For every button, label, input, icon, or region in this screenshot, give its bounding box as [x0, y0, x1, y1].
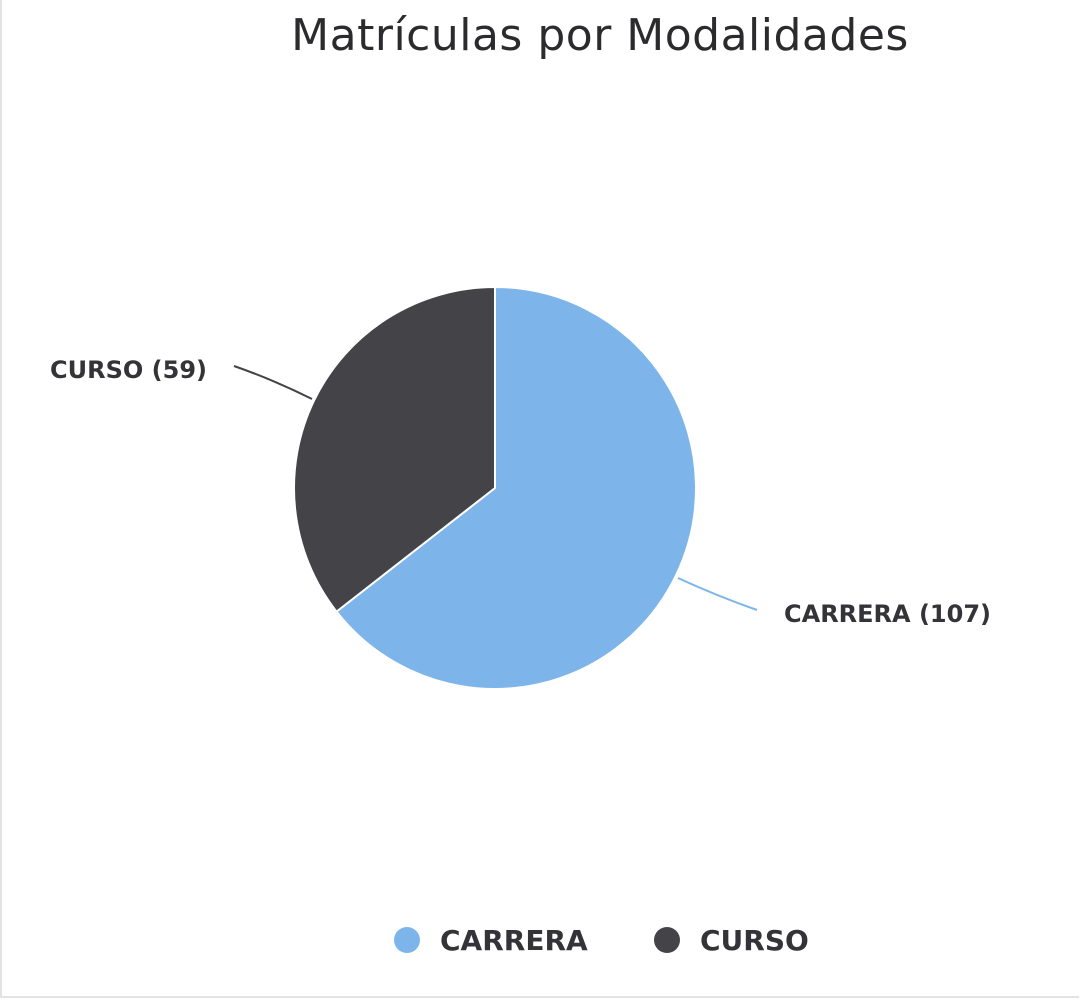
- chart-title: Matrículas por Modalidades: [291, 10, 909, 61]
- legend-marker-curso: [654, 927, 680, 953]
- connector-carrera: [677, 577, 758, 611]
- legend-marker-carrera: [394, 927, 420, 953]
- legend-label-carrera: CARRERA: [440, 924, 588, 957]
- data-label-carrera: CARRERA (107): [784, 600, 991, 628]
- label-connectors: [233, 365, 758, 611]
- data-label-curso: CURSO (59): [50, 356, 207, 384]
- legend-item-curso[interactable]: CURSO: [654, 924, 809, 957]
- legend-item-carrera[interactable]: CARRERA: [394, 924, 588, 957]
- pie-slices: [293, 286, 697, 690]
- connector-curso: [233, 365, 313, 400]
- data-labels: CARRERA (107) CURSO (59): [50, 356, 991, 628]
- legend: CARRERA CURSO: [394, 924, 809, 957]
- pie-slice-curso[interactable]: [293, 286, 496, 613]
- legend-label-curso: CURSO: [700, 924, 809, 957]
- pie-slice-carrera[interactable]: [335, 286, 697, 690]
